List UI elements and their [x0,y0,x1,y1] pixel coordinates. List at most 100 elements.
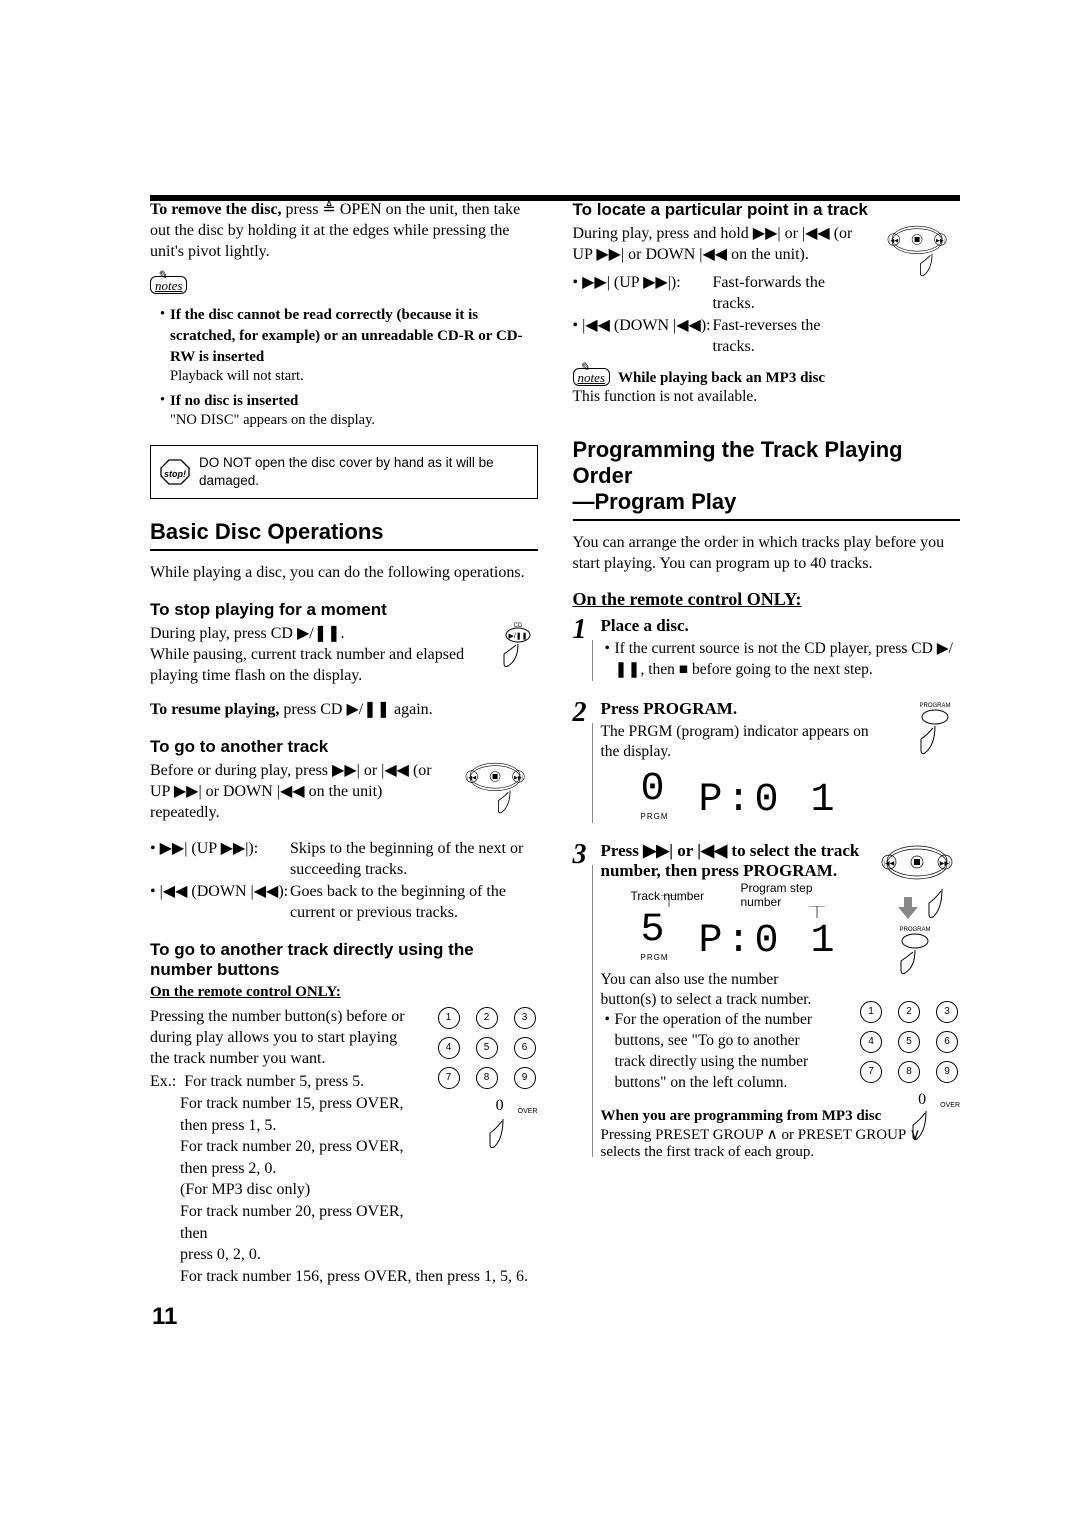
numpad-3: 3 [514,1007,536,1029]
seg-prgm-1: PRGM [641,812,669,821]
notes-bullets-1: If the disc cannot be read correctly (be… [160,305,538,430]
locate-row-ff: • ▶▶| (UP ▶▶|): Fast-forwards the tracks… [573,272,861,315]
numpad-5: 5 [476,1037,498,1059]
numpad-r9: 9 [936,1061,958,1083]
seg-right: P:0 1 [699,781,839,821]
seg-main-col: 0 PRGM [641,770,669,821]
step-2-body: Press PROGRAM. The PRGM (program) indica… [601,699,961,827]
numpad-icon-right: 1 2 3 4 5 6 7 8 9 0 OVER [860,1001,960,1148]
ex5b: press 0, 2, 0. [150,1244,408,1266]
svg-text:PROGRAM: PROGRAM [919,703,950,709]
locate-ff-desc: Fast-forwards the tracks. [713,272,861,315]
down-arrow-icon [898,897,918,924]
step-2: 2 Press PROGRAM. The PRGM (program) indi… [573,699,961,827]
numpad-2: 2 [476,1007,498,1029]
resume-text: To resume playing, press CD ▶/❚❚ again. [150,700,538,721]
note1-text: Playback will not start. [170,368,304,384]
goto-row-rew: • |◀◀ (DOWN |◀◀): Goes back to the begin… [150,881,538,924]
note1-bold: If the disc cannot be read correctly (be… [170,307,523,364]
ex2a: For track number 15, press OVER, [150,1093,408,1115]
svg-text:▶▶|: ▶▶| [936,238,945,244]
numpad-bottom-right: 0 OVER [860,1091,960,1109]
goto-ff-label: • ▶▶| (UP ▶▶|): [150,838,290,881]
step-1-body: Place a disc. If the current source is n… [601,616,961,685]
remove-disc-bold: To remove the disc, [150,201,282,218]
stop-moment-heading: To stop playing for a moment [150,600,538,620]
goto-table: • ▶▶| (UP ▶▶|): Skips to the beginning o… [150,838,538,924]
program-play-rule [573,519,961,521]
over-label-r: OVER [940,1102,960,1109]
numpad-9: 9 [514,1067,536,1089]
finger-press-icon-r [912,1109,940,1143]
over-button-right: OVER [940,1102,960,1109]
left-column: To remove the disc, press ≜ OPEN on the … [150,200,538,1287]
locate-rew-label: • |◀◀ (DOWN |◀◀): [573,315,713,358]
program-play-heading-a: Programming the Track Playing Order [573,437,961,489]
notes-block-1: ✎ notes If the disc cannot be read corre… [150,276,538,430]
basic-ops-heading: Basic Disc Operations [150,519,538,545]
locate-heading: To locate a particular point in a track [573,200,961,220]
numpad-4: 4 [438,1037,460,1059]
numpad-r1: 1 [860,1001,882,1023]
program-button-icon-1: PROGRAM [910,699,960,762]
warning-text: DO NOT open the disc cover by hand as it… [199,455,494,488]
notes-scribble-icon: ✎ [157,269,167,281]
notes-icon-2: ✎ notes [573,368,610,386]
svg-text:▶/❚❚: ▶/❚❚ [508,632,527,640]
resume-rest: press CD ▶/❚❚ again. [279,701,432,718]
numpad-8: 8 [476,1067,498,1089]
ex-pre: Ex.: [150,1073,176,1090]
svg-text:|◀◀: |◀◀ [884,861,895,867]
note-item-2: If no disc is inserted "NO DISC" appears… [160,391,538,431]
finger-press-icon-3a [928,887,956,926]
step-2-title: Press PROGRAM. [601,699,961,719]
locate-section: To locate a particular point in a track … [573,200,961,358]
ex4: (For MP3 disc only) [150,1179,408,1201]
program-sub: You can arrange the order in which track… [573,533,961,575]
seg3-right-col: P:0 1 [699,922,839,962]
numpad-grid-left: 1 2 3 4 5 6 7 8 9 [438,1007,538,1091]
numpad-6: 6 [514,1037,536,1059]
right-column: To locate a particular point in a track … [573,200,961,1287]
ex3b: then press 2, 0. [150,1158,408,1180]
numpad-r4: 4 [860,1031,882,1053]
numpad-r2: 2 [898,1001,920,1023]
remote-only-left: On the remote control ONLY: [150,984,538,1001]
ex2b: then press 1, 5. [150,1115,408,1137]
resume-bold: To resume playing, [150,701,279,718]
numpad-icon-left: 1 2 3 4 5 6 7 8 9 0 OVER [438,1007,538,1158]
goto-section: To go to another track Before or during … [150,737,538,823]
ex3a: For track number 20, press OVER, [150,1136,408,1158]
svg-text:stop!: stop! [164,469,186,479]
warning-box: stop! DO NOT open the disc cover by hand… [150,445,538,499]
note-item-1: If the disc cannot be read correctly (be… [160,305,538,386]
program-play-heading-b: —Program Play [573,489,961,515]
over-button-left: OVER [518,1108,538,1115]
mp3-note: ✎ notes While playing back an MP3 disc T… [573,368,961,407]
page-number: 11 [152,1303,177,1331]
numpad-r5: 5 [898,1031,920,1053]
nav-cluster-icon-2: |◀◀ ▶▶| [875,222,960,287]
page-columns: To remove the disc, press ≜ OPEN on the … [150,200,960,1287]
mp3-note-text: This function is not available. [573,388,758,405]
over-label-l: OVER [518,1108,538,1115]
numpad-r3: 3 [936,1001,958,1023]
basic-ops-sub: While playing a disc, you can do the fol… [150,563,538,584]
seg3-left-col: 5 PRGM [641,911,669,962]
numpad-7: 7 [438,1067,460,1089]
goto-ff-desc: Skips to the beginning of the next or su… [290,838,538,881]
numpad-r0: 0 [918,1091,926,1109]
basic-ops-rule [150,549,538,551]
svg-text:|◀◀: |◀◀ [467,775,476,781]
finger-press-icon-l [488,1117,518,1153]
cd-play-pause-button-icon: CD ▶/❚❚ [498,620,538,675]
step-1-title: Place a disc. [601,616,961,636]
locate-ff-label: • ▶▶| (UP ▶▶|): [573,272,713,315]
nav-cluster-icon: |◀◀ ▶▶| [453,759,538,824]
ex6-row: For track number 156, press OVER, then p… [150,1266,538,1288]
ex1: For track number 5, press 5. [184,1073,364,1090]
note2-bold: If no disc is inserted [170,393,298,409]
goto-rew-label: • |◀◀ (DOWN |◀◀): [150,881,290,924]
goto-row-ff: • ▶▶| (UP ▶▶|): Skips to the beginning o… [150,838,538,881]
notes-scribble-icon-2: ✎ [580,361,590,373]
